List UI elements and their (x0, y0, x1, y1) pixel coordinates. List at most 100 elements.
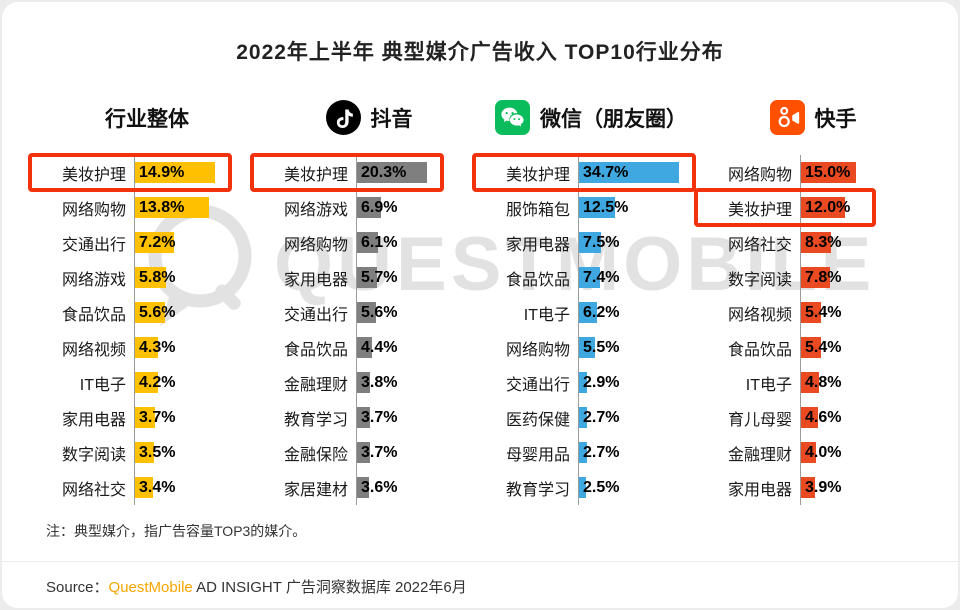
value-bar (357, 232, 378, 253)
chart-row: 食品饮品 7.4% (480, 260, 702, 295)
value-label: 5.8% (139, 268, 176, 286)
bar-area: 12.0% (800, 190, 924, 225)
value-label: 5.6% (361, 303, 398, 321)
column-header-label: 微信（朋友圈） (540, 107, 687, 131)
value-label: 3.5% (139, 443, 176, 461)
industry-label: 数字阅读 (61, 446, 126, 464)
value-label: 12.0% (805, 198, 851, 216)
value-label: 3.6% (361, 478, 398, 496)
industry-label: IT电子 (523, 306, 570, 324)
value-bar (579, 302, 597, 323)
industry-label: 食品饮品 (61, 306, 126, 324)
column-header-label: 抖音 (370, 107, 413, 131)
chart-row: 家用电器 3.9% (702, 470, 924, 505)
value-bar (135, 162, 215, 183)
industry-label: 网络社交 (727, 236, 792, 254)
industry-label: 家用电器 (283, 271, 348, 289)
industry-label: 家居建材 (283, 481, 348, 499)
chart-column: 美妆护理 20.3% 网络游戏 6.9% 网络购物 6.1% 家用电器 5.7% 交通出行 5.6… (250, 153, 480, 505)
chart-row: 教育学习 3.7% (258, 400, 480, 435)
column-header-kuaishou: 快手 (702, 100, 924, 135)
industry-label: 网络社交 (61, 481, 126, 499)
value-bar (579, 162, 679, 183)
industry-label: 教育学习 (505, 481, 570, 499)
chart-row: 育儿母婴 4.6% (702, 400, 924, 435)
bar-area: 7.2% (134, 225, 258, 260)
chart-row: IT电子 6.2% (480, 295, 702, 330)
chart-row: 家用电器 5.7% (258, 260, 480, 295)
chart-row: 数字阅读 7.8% (702, 260, 924, 295)
bar-area: 4.2% (134, 365, 258, 400)
value-label: 3.7% (361, 443, 398, 461)
column-header-label: 行业整体 (105, 107, 189, 131)
bar-area: 5.5% (578, 330, 702, 365)
bar-area: 3.6% (356, 470, 480, 505)
bar-area: 2.9% (578, 365, 702, 400)
value-label: 4.6% (805, 408, 842, 426)
value-bar (135, 337, 158, 358)
bar-area: 7.5% (578, 225, 702, 260)
source-prefix: Source： (46, 579, 109, 596)
bar-area: 3.8% (356, 365, 480, 400)
chart-row: 家居建材 3.6% (258, 470, 480, 505)
chart-row: 食品饮品 4.4% (258, 330, 480, 365)
chart-row: 家用电器 3.7% (36, 400, 258, 435)
value-label: 4.3% (139, 338, 176, 356)
chart-row: 美妆护理 12.0% (694, 188, 924, 227)
industry-label: 食品饮品 (505, 271, 570, 289)
chart-row: 网络购物 5.5% (480, 330, 702, 365)
chart-row: 医药保健 2.7% (480, 400, 702, 435)
bar-area: 3.4% (134, 470, 258, 505)
bar-area: 7.4% (578, 260, 702, 295)
bar-area: 8.3% (800, 225, 924, 260)
chart-body: 美妆护理 14.9% 网络购物 13.8% 交通出行 7.2% 网络游戏 5.8% 食品饮品 5.… (2, 153, 958, 505)
bar-area: 15.0% (800, 155, 924, 190)
chart-column: 美妆护理 34.7% 服饰箱包 12.5% 家用电器 7.5% 食品饮品 7.4% IT电子 6.… (472, 153, 702, 505)
industry-label: 家用电器 (727, 481, 792, 499)
chart-row: 网络社交 3.4% (36, 470, 258, 505)
bar-area: 2.7% (578, 435, 702, 470)
column-header-douyin: 抖音 (258, 100, 480, 135)
value-label: 3.8% (361, 373, 398, 391)
chart-row: 金融理财 4.0% (702, 435, 924, 470)
value-bar (357, 407, 370, 428)
footnote: 注：典型媒介，指广告容量TOP3的媒介。 (46, 523, 307, 539)
wechat-icon (495, 100, 530, 135)
industry-label: 教育学习 (283, 411, 348, 429)
bar-area: 6.1% (356, 225, 480, 260)
bar-area: 4.8% (800, 365, 924, 400)
value-label: 4.8% (805, 373, 842, 391)
industry-label: 家用电器 (505, 236, 570, 254)
bar-area: 5.6% (134, 295, 258, 330)
value-label: 4.0% (805, 443, 842, 461)
chart-row: 交通出行 5.6% (258, 295, 480, 330)
industry-label: 网络视频 (61, 341, 126, 359)
value-label: 4.2% (139, 373, 176, 391)
value-label: 34.7% (583, 163, 629, 181)
bar-area: 4.4% (356, 330, 480, 365)
chart-row: IT电子 4.2% (36, 365, 258, 400)
chart-column: 美妆护理 14.9% 网络购物 13.8% 交通出行 7.2% 网络游戏 5.8% 食品饮品 5.… (28, 153, 258, 505)
bar-area: 3.7% (134, 400, 258, 435)
industry-label: 食品饮品 (283, 341, 348, 359)
industry-label: 网络游戏 (61, 271, 126, 289)
value-bar (579, 267, 600, 288)
value-label: 5.6% (139, 303, 176, 321)
industry-label: 网络购物 (283, 236, 348, 254)
value-label: 13.8% (139, 198, 185, 216)
bar-area: 34.7% (578, 155, 702, 190)
value-bar (579, 372, 587, 393)
industry-label: 服饰箱包 (505, 201, 570, 219)
value-bar (579, 407, 587, 428)
value-label: 3.7% (361, 408, 398, 426)
value-bar (135, 477, 153, 498)
industry-label: 交通出行 (283, 306, 348, 324)
value-label: 2.7% (583, 443, 620, 461)
value-label: 6.1% (361, 233, 398, 251)
value-bar (579, 442, 587, 463)
value-label: 2.9% (583, 373, 620, 391)
value-bar (801, 372, 819, 393)
chart-row: 网络视频 4.3% (36, 330, 258, 365)
chart-row: 数字阅读 3.5% (36, 435, 258, 470)
